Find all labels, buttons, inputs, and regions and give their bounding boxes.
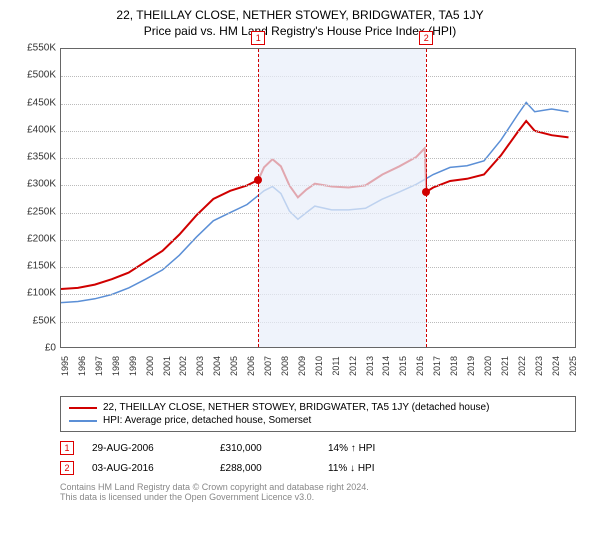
x-tick-label: 2012 [348, 356, 358, 376]
transaction-row: 1 29-AUG-2006 £310,000 14% ↑ HPI [60, 438, 576, 458]
legend-swatch [69, 407, 97, 409]
y-axis: £0£50K£100K£150K£200K£250K£300K£350K£400… [12, 48, 60, 348]
event-line [426, 49, 427, 347]
y-tick-label: £500K [27, 70, 56, 81]
x-tick-label: 2013 [365, 356, 375, 376]
footer-attribution: Contains HM Land Registry data © Crown c… [60, 478, 576, 502]
transaction-tag: 1 [60, 441, 74, 455]
y-tick-label: £300K [27, 179, 56, 190]
x-tick-label: 1998 [111, 356, 121, 376]
chart-area: £0 £50K £100K £150K £200K £250K £300K £350K £400… [12, 48, 588, 388]
x-tick-label: 2025 [568, 356, 578, 376]
legend-swatch [69, 420, 97, 422]
y-tick-label: £550K [27, 43, 56, 54]
y-tick-label: £200K [27, 233, 56, 244]
x-tick-label: 2016 [415, 356, 425, 376]
x-tick-label: 2017 [432, 356, 442, 376]
x-tick-label: 2002 [178, 356, 188, 376]
transaction-price: £310,000 [220, 443, 310, 454]
y-tick-label: £150K [27, 261, 56, 272]
shaded-region [258, 49, 426, 347]
x-axis: 1995 1996 1997 1998 1999 2000 2001 2002 2003 2004… [60, 348, 576, 388]
transaction-delta: 14% ↑ HPI [328, 443, 375, 454]
legend: 22, THEILLAY CLOSE, NETHER STOWEY, BRIDG… [60, 396, 576, 432]
footer-line: Contains HM Land Registry data © Crown c… [60, 482, 576, 492]
x-tick-label: 2024 [551, 356, 561, 376]
x-tick-label: 2005 [229, 356, 239, 376]
data-point-marker [254, 176, 262, 184]
x-tick-label: 2009 [297, 356, 307, 376]
y-tick-label: £400K [27, 124, 56, 135]
legend-label: HPI: Average price, detached house, Some… [103, 415, 311, 426]
footer-line: This data is licensed under the Open Gov… [60, 492, 576, 502]
x-tick-label: 2022 [517, 356, 527, 376]
chart-subtitle: Price paid vs. HM Land Registry's House … [12, 24, 588, 38]
chart-container: 22, THEILLAY CLOSE, NETHER STOWEY, BRIDG… [0, 0, 600, 508]
y-tick-label: £0 [45, 343, 56, 354]
data-point-marker [422, 188, 430, 196]
x-tick-label: 2007 [263, 356, 273, 376]
x-tick-label: 2018 [449, 356, 459, 376]
transaction-tag: 2 [60, 461, 74, 475]
legend-item: HPI: Average price, detached house, Some… [69, 414, 567, 427]
event-tag: 2 [419, 31, 433, 45]
x-tick-label: 2021 [500, 356, 510, 376]
y-tick-label: £250K [27, 206, 56, 217]
x-tick-label: 1999 [128, 356, 138, 376]
x-tick-label: 2006 [246, 356, 256, 376]
x-tick-label: 2014 [381, 356, 391, 376]
x-tick-label: 2008 [280, 356, 290, 376]
x-tick-label: 2023 [534, 356, 544, 376]
y-tick-label: £450K [27, 97, 56, 108]
x-tick-label: 2011 [331, 356, 341, 375]
transaction-price: £288,000 [220, 463, 310, 474]
y-tick-label: £100K [27, 288, 56, 299]
transaction-row: 2 03-AUG-2016 £288,000 11% ↓ HPI [60, 458, 576, 478]
transaction-delta: 11% ↓ HPI [328, 463, 375, 474]
x-tick-label: 2000 [145, 356, 155, 376]
x-tick-label: 1996 [77, 356, 87, 376]
x-tick-label: 2020 [483, 356, 493, 376]
transaction-table: 1 29-AUG-2006 £310,000 14% ↑ HPI 2 03-AUG-201… [60, 438, 576, 478]
x-tick-label: 2015 [398, 356, 408, 376]
x-tick-label: 2001 [162, 356, 172, 376]
event-line [258, 49, 259, 347]
x-tick-label: 1995 [60, 356, 70, 376]
transaction-date: 03-AUG-2016 [92, 463, 202, 474]
x-tick-label: 2003 [195, 356, 205, 376]
transaction-date: 29-AUG-2006 [92, 443, 202, 454]
plot-area: 12 [60, 48, 576, 348]
y-tick-label: £50K [33, 315, 56, 326]
legend-label: 22, THEILLAY CLOSE, NETHER STOWEY, BRIDG… [103, 402, 489, 413]
y-tick-label: £350K [27, 152, 56, 163]
x-tick-label: 2010 [314, 356, 324, 376]
chart-title: 22, THEILLAY CLOSE, NETHER STOWEY, BRIDG… [12, 8, 588, 22]
event-tag: 1 [251, 31, 265, 45]
legend-item: 22, THEILLAY CLOSE, NETHER STOWEY, BRIDG… [69, 401, 567, 414]
x-tick-label: 2019 [466, 356, 476, 376]
x-tick-label: 1997 [94, 356, 104, 376]
x-tick-label: 2004 [212, 356, 222, 376]
